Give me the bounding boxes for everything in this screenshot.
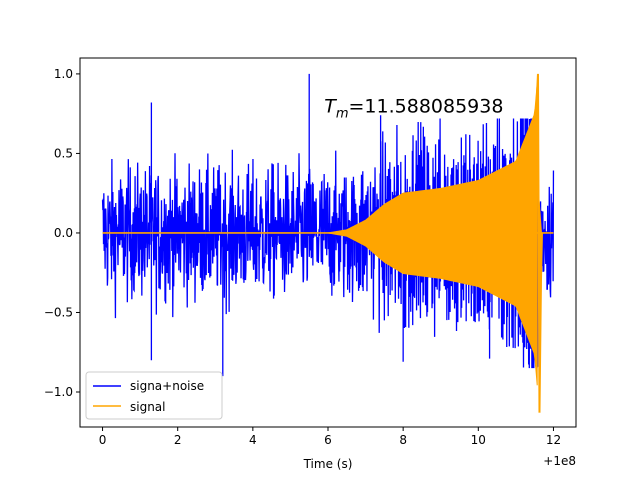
annotation-subscript: m <box>336 107 349 122</box>
y-tick-label: 1.0 <box>54 67 73 81</box>
y-tick-label: 0.5 <box>54 146 73 160</box>
series-signal-noise <box>101 73 555 377</box>
y-tick-label: −1.0 <box>44 385 73 399</box>
signal-envelope <box>327 83 538 386</box>
legend: signa+noise signal <box>85 371 223 420</box>
x-tick-label: 0 <box>99 433 107 447</box>
x-axis-offset-label: +1e8 <box>543 454 576 468</box>
series-signal <box>102 73 554 413</box>
signal-merger-peak <box>533 73 543 413</box>
y-tick-label: 0.0 <box>54 226 73 240</box>
annotation-value: =11.588085938 <box>349 96 504 118</box>
y-tick-label: −0.5 <box>44 305 73 319</box>
series-layer <box>101 73 555 413</box>
annotation-prefix: T <box>324 96 337 118</box>
legend-label-signal-noise: signa+noise <box>130 379 204 393</box>
x-tick-label: 2 <box>174 433 182 447</box>
x-tick-label: 8 <box>399 433 407 447</box>
merger-time-annotation: Tm=11.588085938 <box>324 96 503 122</box>
tick-layer: 0 2 4 6 8 10 12 −1.0 −0.5 0.0 0.5 1.0 <box>44 67 561 447</box>
x-axis-label: Time (s) <box>303 457 353 471</box>
x-tick-label: 12 <box>546 433 561 447</box>
x-tick-label: 4 <box>249 433 257 447</box>
x-tick-label: 10 <box>471 433 486 447</box>
x-tick-label: 6 <box>324 433 332 447</box>
legend-box <box>85 371 223 420</box>
legend-label-signal: signal <box>130 400 166 414</box>
